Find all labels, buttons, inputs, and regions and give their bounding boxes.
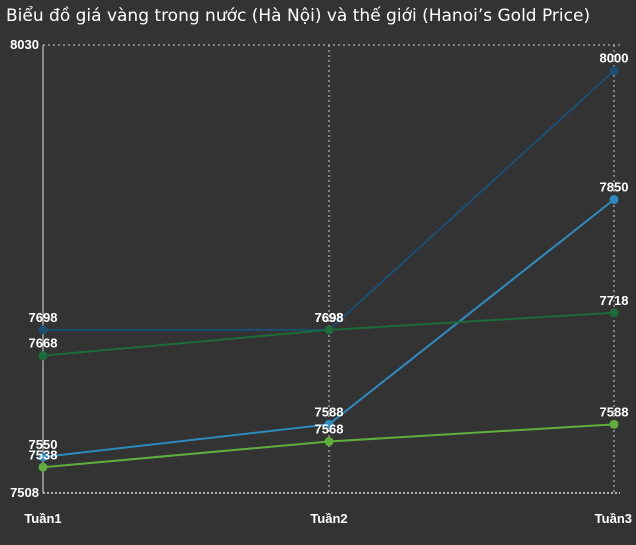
data-point[interactable]: [38, 452, 48, 462]
x-tick-label: Tuần1: [24, 511, 61, 526]
data-point[interactable]: [38, 462, 48, 472]
y-tick-label-min: 7508: [10, 485, 39, 500]
data-label: 7588: [315, 404, 344, 419]
data-label: 7698: [29, 310, 58, 325]
data-point[interactable]: [609, 419, 619, 429]
x-tick-label: Tuần2: [310, 511, 347, 526]
data-label: 7538: [29, 447, 58, 462]
data-label: 7850: [600, 179, 629, 194]
data-point[interactable]: [324, 325, 334, 335]
data-label: 7698: [315, 310, 344, 325]
data-label: 7668: [29, 336, 58, 351]
data-point[interactable]: [324, 419, 334, 429]
data-label: 8000: [600, 51, 629, 66]
data-point[interactable]: [609, 194, 619, 204]
data-label: 7550: [29, 437, 58, 452]
y-tick-label-max: 8030: [10, 37, 39, 52]
data-label: 7718: [600, 293, 629, 308]
data-point[interactable]: [38, 351, 48, 361]
data-point[interactable]: [38, 325, 48, 335]
data-label: 7568: [315, 422, 344, 437]
data-label: 7698: [315, 310, 344, 325]
data-label: 7588: [600, 404, 629, 419]
data-point[interactable]: [324, 437, 334, 447]
x-tick-label: Tuần3: [595, 511, 632, 526]
data-point[interactable]: [609, 308, 619, 318]
chart-title: Biểu đồ giá vàng trong nước (Hà Nội) và …: [6, 6, 591, 26]
data-point[interactable]: [609, 66, 619, 76]
